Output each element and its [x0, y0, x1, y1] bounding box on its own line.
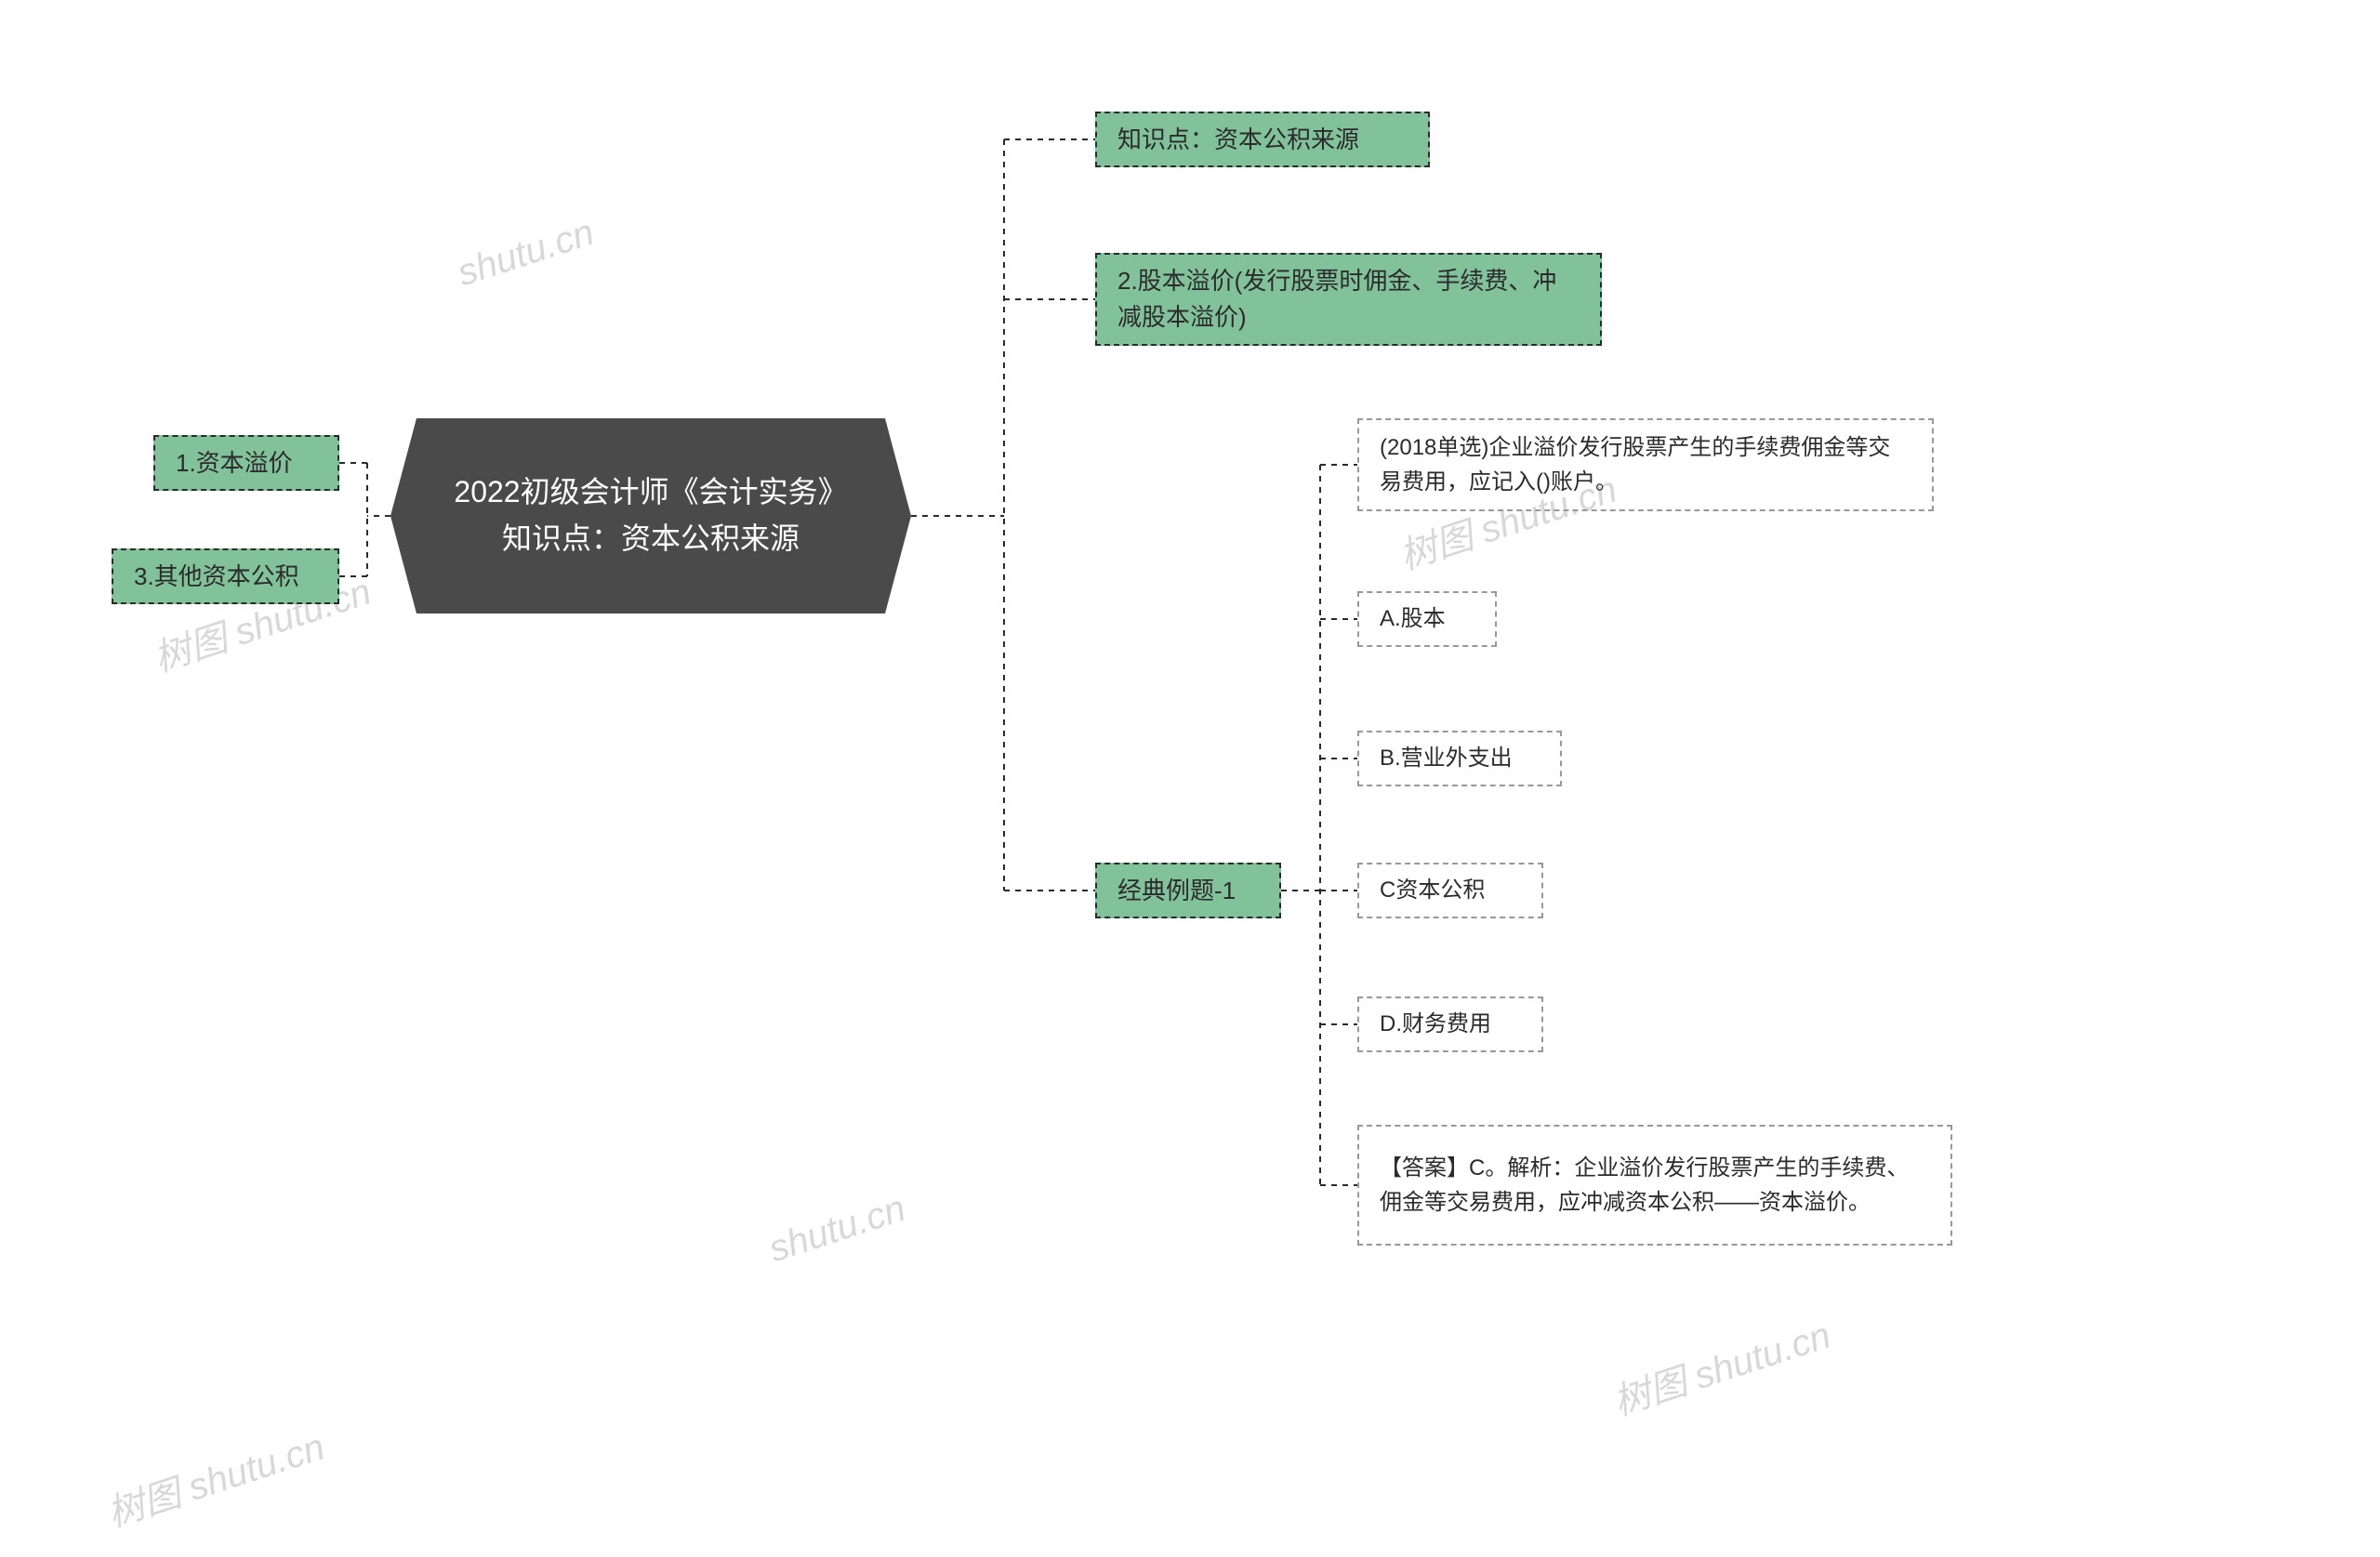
example-answer[interactable]: 【答案】C。解析：企业溢价发行股票产生的手续费、佣金等交易费用，应冲减资本公积—…	[1357, 1125, 1952, 1246]
example-option-a[interactable]: A.股本	[1357, 591, 1497, 647]
example-option-d[interactable]: D.财务费用	[1357, 996, 1543, 1052]
example-option-b[interactable]: B.营业外支出	[1357, 731, 1562, 786]
right-node-premium[interactable]: 2.股本溢价(发行股票时佣金、手续费、冲减股本溢价)	[1095, 253, 1602, 346]
root-node[interactable]: 2022初级会计师《会计实务》知识点：资本公积来源	[390, 418, 911, 614]
example-option-c[interactable]: C资本公积	[1357, 863, 1543, 918]
right-node-example[interactable]: 经典例题-1	[1095, 863, 1281, 918]
left-node-2[interactable]: 3.其他资本公积	[112, 548, 339, 604]
right-node-knowledge[interactable]: 知识点：资本公积来源	[1095, 112, 1430, 167]
connector-layer	[0, 0, 2380, 1557]
example-question[interactable]: (2018单选)企业溢价发行股票产生的手续费佣金等交易费用，应记入()账户。	[1357, 418, 1934, 511]
mindmap-canvas: shutu.cn 树图 shutu.cn 树图 shutu.cn 树图 shut…	[0, 0, 2380, 1557]
left-node-1[interactable]: 1.资本溢价	[153, 435, 339, 491]
